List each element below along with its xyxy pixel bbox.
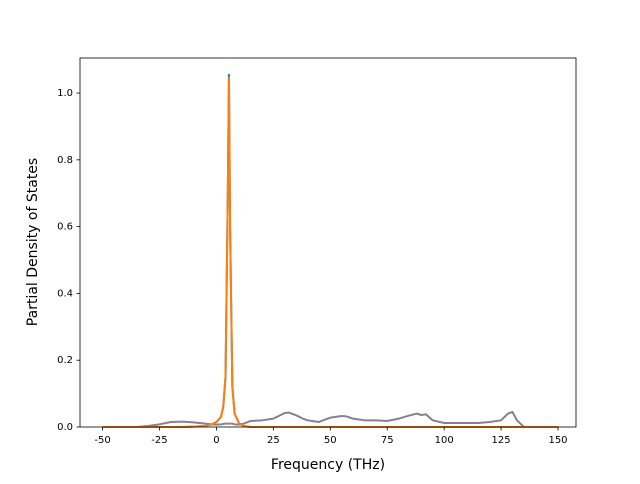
y-tick-label: 0.0 <box>57 422 73 433</box>
x-tick-label: 75 <box>381 435 394 446</box>
x-tick-label: 25 <box>267 435 280 446</box>
y-axis-label: Partial Density of States <box>25 158 41 326</box>
x-tick-label: 50 <box>324 435 337 446</box>
x-tick-label: 125 <box>492 435 511 446</box>
y-tick-label: 0.2 <box>57 355 73 366</box>
x-tick-label: -25 <box>151 435 167 446</box>
plot-frame <box>79 57 577 428</box>
data-line <box>102 410 559 428</box>
x-axis-label: Frequency (THz) <box>271 457 385 473</box>
y-tick-label: 0.8 <box>57 155 73 166</box>
y-tick-label: 0.4 <box>57 288 73 299</box>
x-tick-label: 100 <box>435 435 454 446</box>
x-tick-label: 0 <box>213 435 219 446</box>
x-tick-label: 150 <box>548 435 567 446</box>
data-line <box>102 73 559 428</box>
y-tick-label: 0.6 <box>57 222 73 233</box>
x-tick-label: -50 <box>94 435 110 446</box>
data-line <box>102 77 559 428</box>
y-tick-label: 1.0 <box>57 88 73 99</box>
